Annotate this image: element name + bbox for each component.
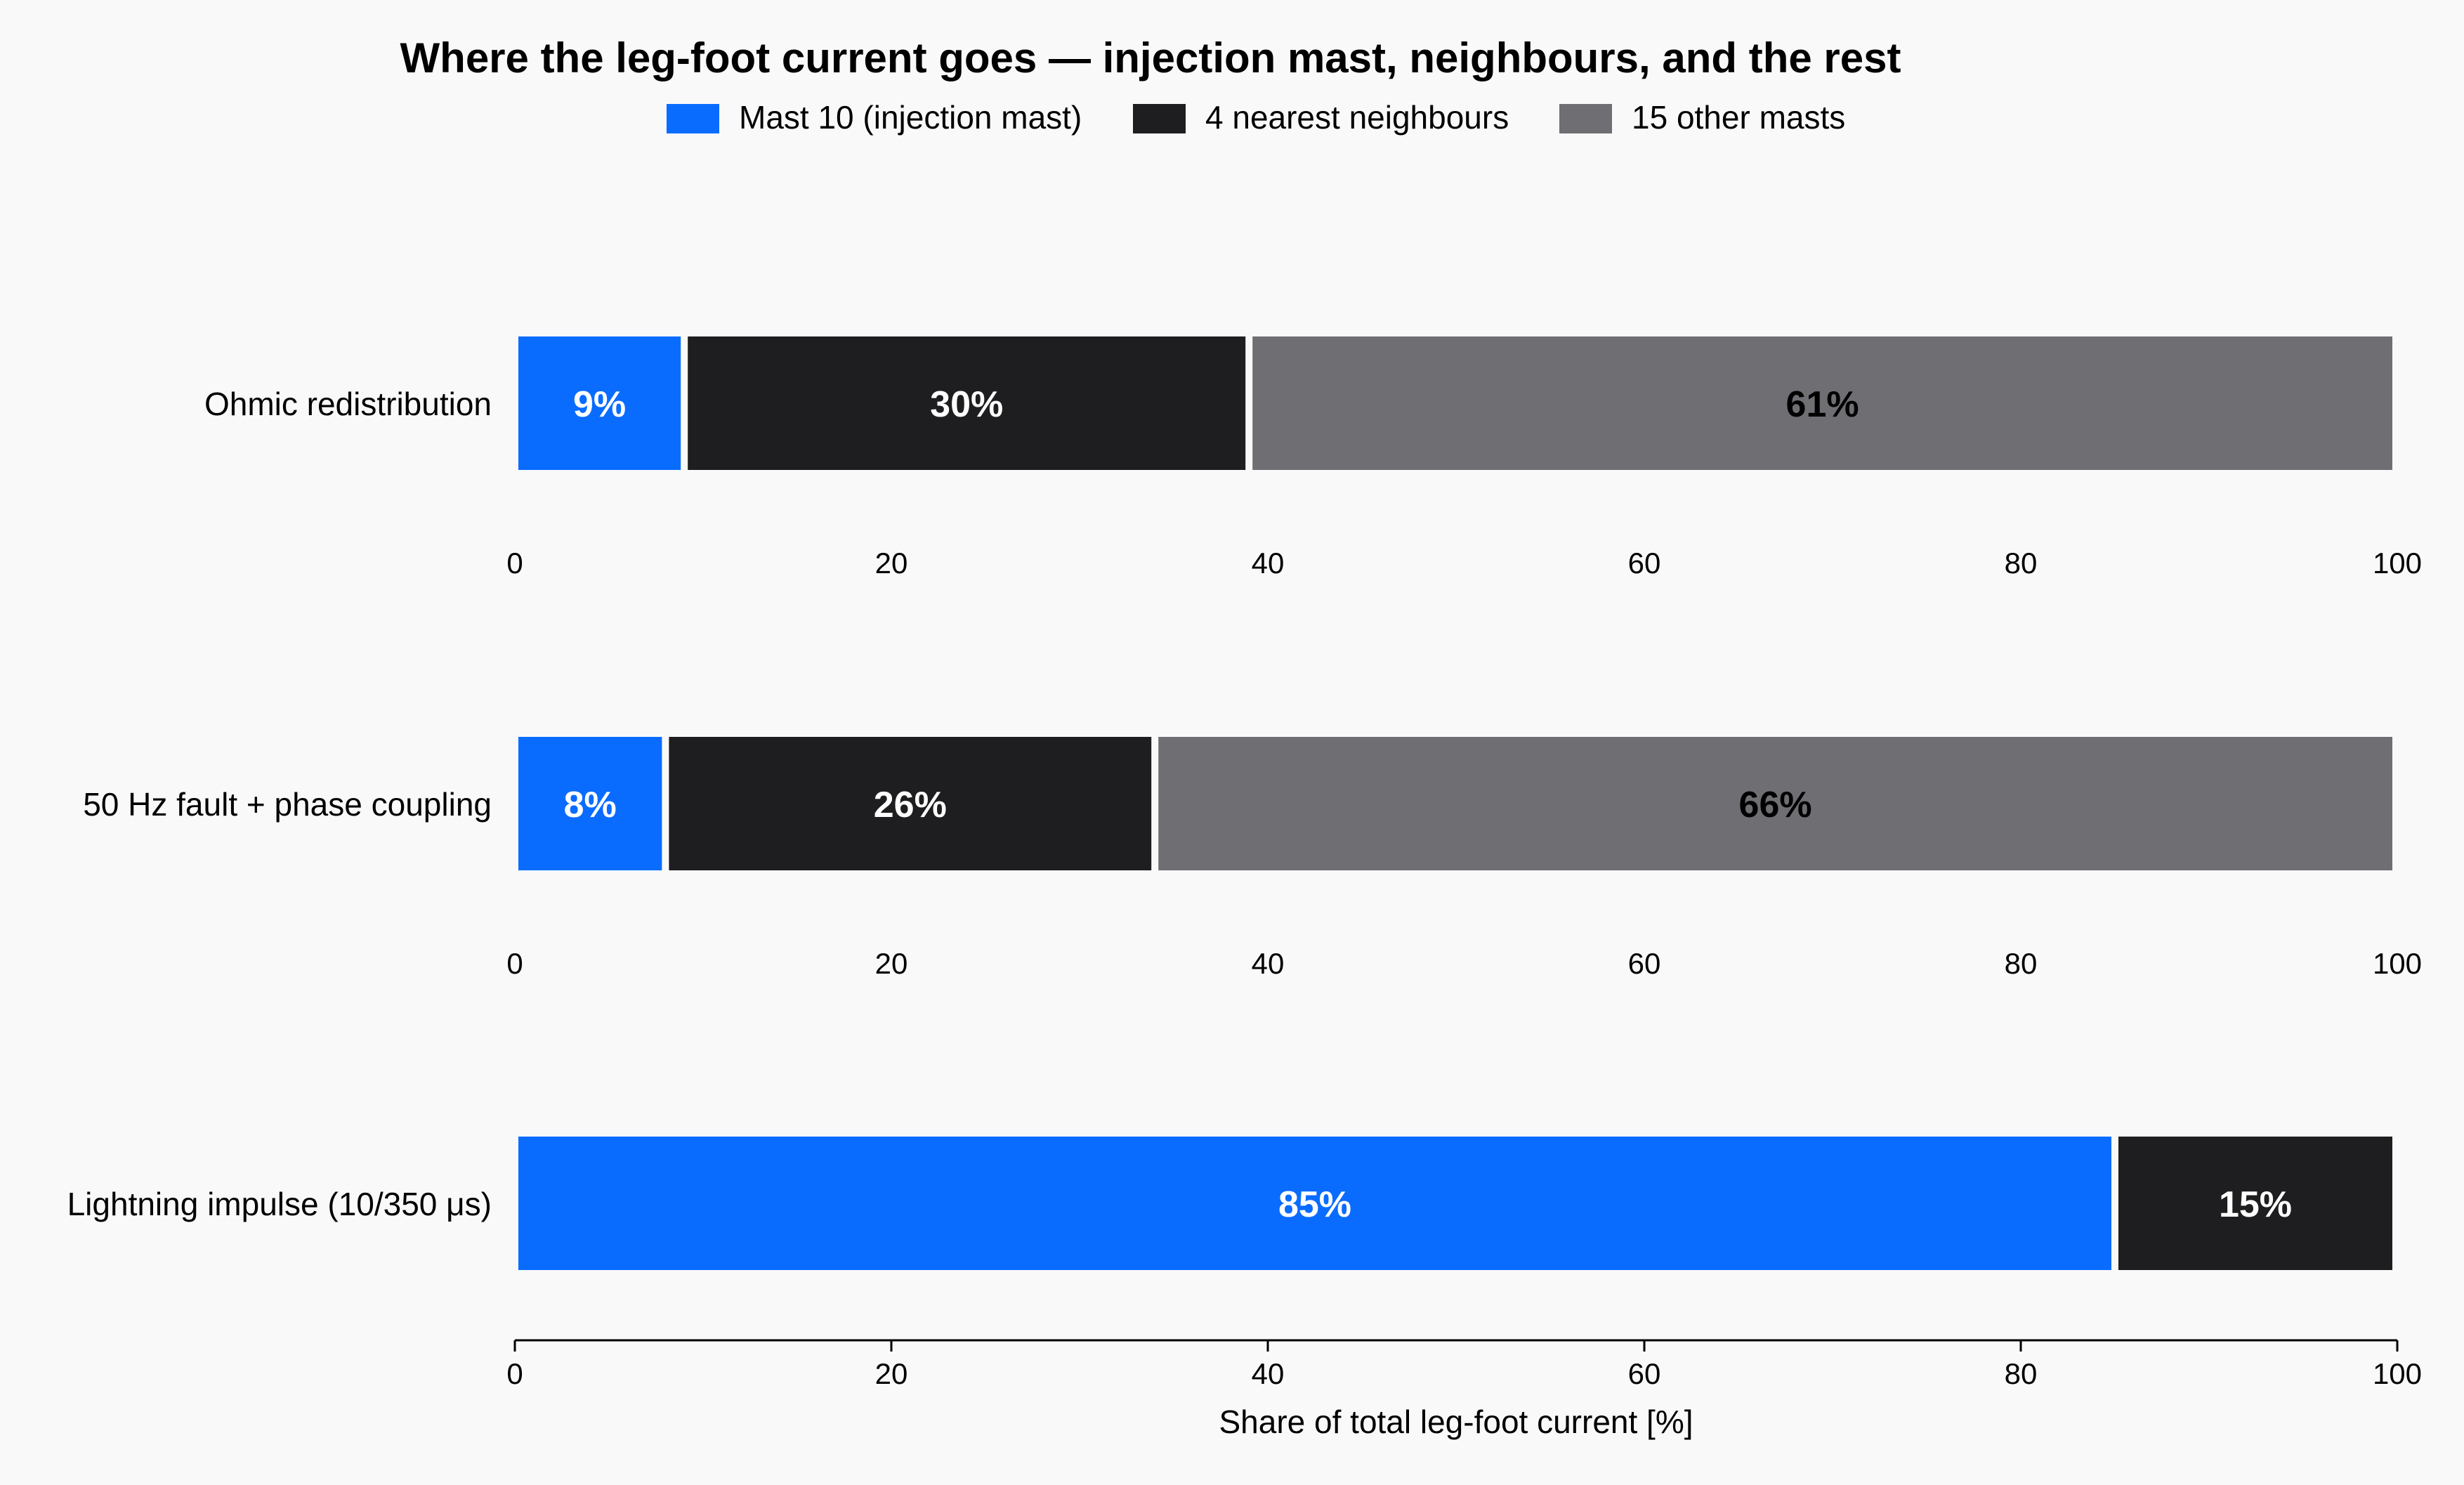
x-tick-label-row1-20: 20 bbox=[875, 547, 908, 580]
data-label-mast-10-injection-mast-ohmic-redistribution: 9% bbox=[573, 384, 626, 425]
axes-group: 0 20 40 60 80 100 0 20 40 60 80 100 0 20 40 60 80 100 bbox=[506, 547, 2422, 1390]
x-tick-label-row2-60: 60 bbox=[1628, 947, 1661, 980]
category-label-50-hz-fault-phase-coupling: 50 Hz fault + phase coupling bbox=[83, 786, 492, 823]
data-label-mast-10-injection-mast-50-hz-fault-phase-coupling: 8% bbox=[564, 785, 617, 825]
x-tick-label-row2-100: 100 bbox=[2373, 947, 2422, 980]
bar-15-other-masts-ohmic-redistribution bbox=[1252, 336, 2392, 470]
chart-title: Where the leg-foot current goes — inject… bbox=[400, 34, 1901, 81]
bar-4-nearest-neighbours-50-hz-fault-phase-coupling bbox=[669, 737, 1152, 870]
legend-swatch-mast-10-injection-mast bbox=[667, 104, 719, 133]
data-label-mast-10-injection-mast-lightning-impulse-10-350-s: 85% bbox=[1278, 1184, 1351, 1225]
legend-label-15-other-masts: 15 other masts bbox=[1632, 99, 1845, 136]
bar-15-other-masts-50-hz-fault-phase-coupling bbox=[1158, 737, 2392, 870]
bars-group: Ohmic redistribution 9% 30% 61% 50 Hz fault … bbox=[67, 336, 2392, 1270]
x-tick-label-0: 0 bbox=[506, 1357, 523, 1390]
x-tick-label-row2-40: 40 bbox=[1252, 947, 1285, 980]
data-label-15-other-masts-50-hz-fault-phase-coupling: 66% bbox=[1739, 785, 1812, 825]
data-label-4-nearest-neighbours-lightning-impulse-10-350-s: 15% bbox=[2219, 1184, 2292, 1225]
x-axis-label: Share of total leg-foot current [%] bbox=[1219, 1404, 1693, 1440]
legend-label-4-nearest-neighbours: 4 nearest neighbours bbox=[1205, 99, 1509, 136]
chart-legend: Mast 10 (injection mast) 4 nearest neighb… bbox=[667, 99, 1845, 136]
data-label-4-nearest-neighbours-50-hz-fault-phase-coupling: 26% bbox=[874, 785, 947, 825]
x-tick-label-80: 80 bbox=[2005, 1357, 2038, 1390]
legend-label-mast-10-injection-mast: Mast 10 (injection mast) bbox=[739, 99, 1082, 136]
x-tick-label-60: 60 bbox=[1628, 1357, 1661, 1390]
data-label-4-nearest-neighbours-ohmic-redistribution: 30% bbox=[930, 384, 1003, 425]
x-tick-label-row1-40: 40 bbox=[1252, 547, 1285, 580]
legend-swatch-15-other-masts bbox=[1559, 104, 1612, 133]
bar-4-nearest-neighbours-lightning-impulse-10-350-s bbox=[2118, 1137, 2392, 1270]
x-tick-label-row1-60: 60 bbox=[1628, 547, 1661, 580]
category-label-lightning-impulse-10-350-s: Lightning impulse (10/350 μs) bbox=[67, 1186, 492, 1222]
x-tick-label-row1-100: 100 bbox=[2373, 547, 2422, 580]
bar-mast-10-injection-mast-ohmic-redistribution bbox=[518, 336, 681, 470]
bar-4-nearest-neighbours-ohmic-redistribution bbox=[688, 336, 1246, 470]
x-tick-label-row1-0: 0 bbox=[506, 547, 523, 580]
x-tick-label-row1-80: 80 bbox=[2005, 547, 2038, 580]
legend-swatch-4-nearest-neighbours bbox=[1133, 104, 1186, 133]
x-tick-label-40: 40 bbox=[1252, 1357, 1285, 1390]
x-tick-label-row2-20: 20 bbox=[875, 947, 908, 980]
x-tick-label-100: 100 bbox=[2373, 1357, 2422, 1390]
data-label-15-other-masts-ohmic-redistribution: 61% bbox=[1786, 384, 1859, 425]
bar-mast-10-injection-mast-50-hz-fault-phase-coupling bbox=[518, 737, 662, 870]
x-tick-label-20: 20 bbox=[875, 1357, 908, 1390]
x-tick-label-row2-80: 80 bbox=[2005, 947, 2038, 980]
bar-mast-10-injection-mast-lightning-impulse-10-350-s bbox=[518, 1137, 2111, 1270]
x-tick-label-row2-0: 0 bbox=[506, 947, 523, 980]
category-label-ohmic-redistribution: Ohmic redistribution bbox=[204, 386, 492, 422]
